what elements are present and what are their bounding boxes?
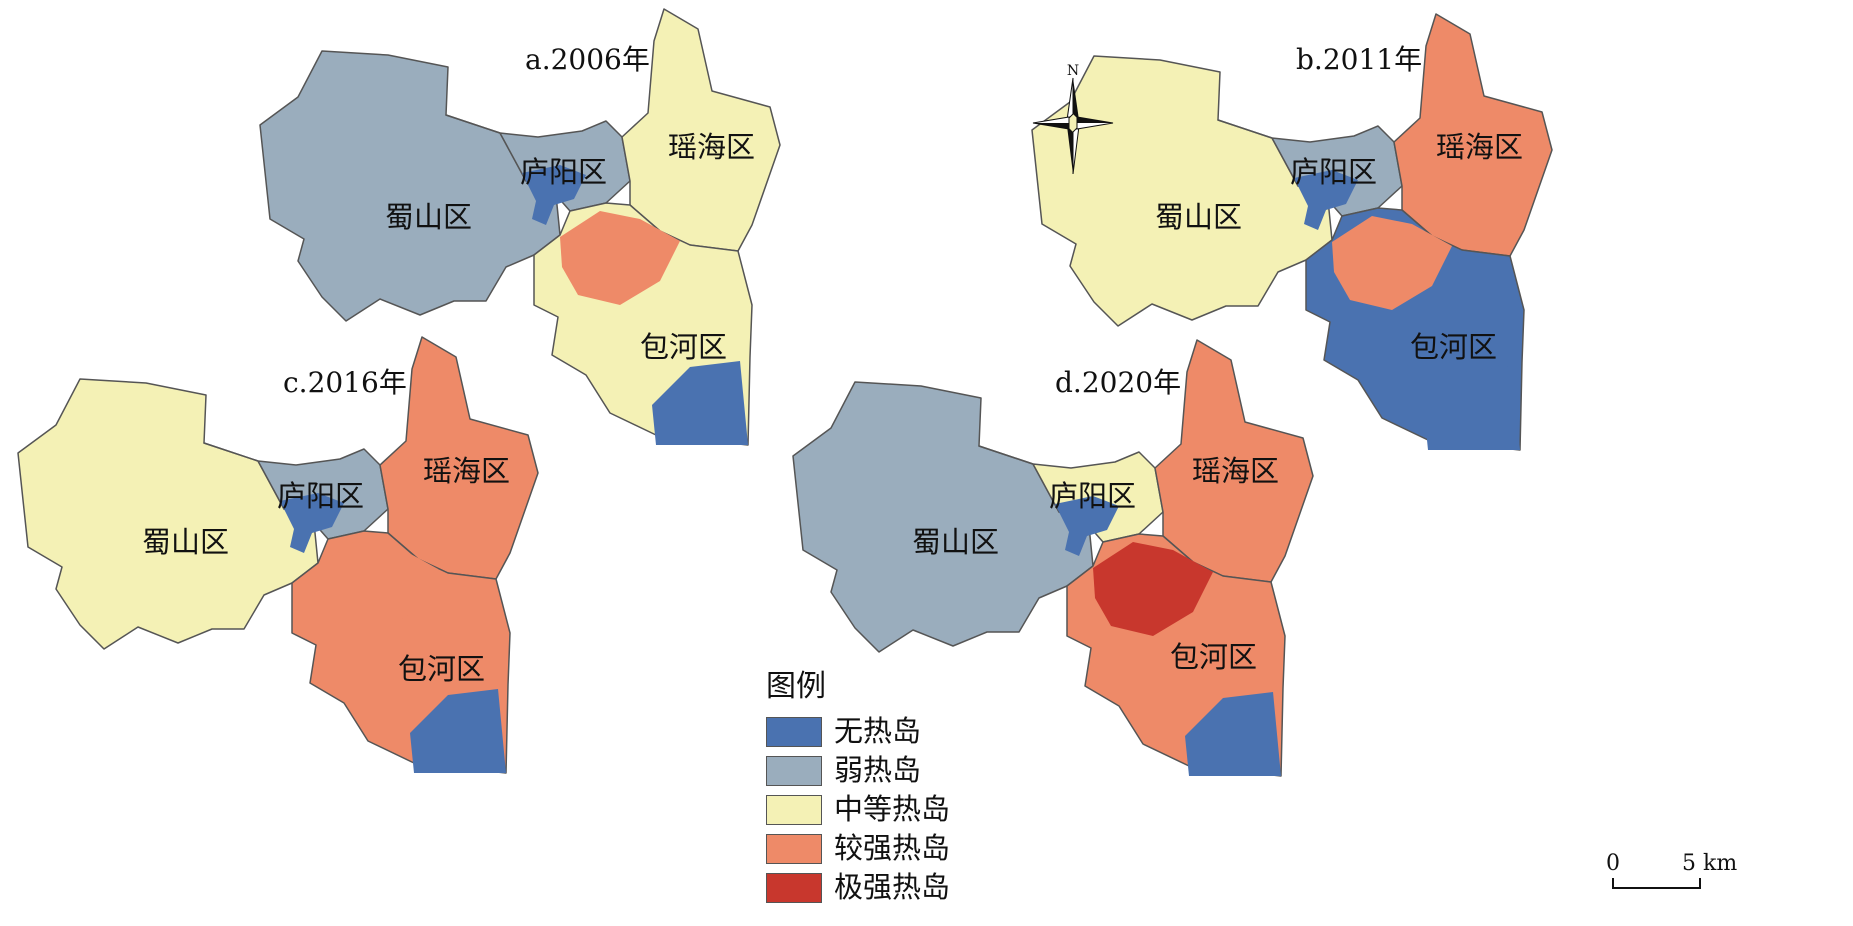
legend-item: 无热岛 [766, 712, 950, 751]
panel-title: a.2006年 [525, 43, 650, 76]
reservoir [1294, 170, 1358, 230]
panel-title: b.2011年 [1296, 43, 1423, 76]
scale-end-label: 5 km [1682, 851, 1737, 876]
scale-start-label: 0 [1606, 851, 1620, 876]
legend-item: 弱热岛 [766, 751, 950, 790]
urban-core-hotspot [1332, 216, 1452, 310]
urban-core-hotspot [318, 539, 438, 633]
district-label-yaohai: 瑶海区 [1192, 454, 1280, 488]
legend-label: 弱热岛 [834, 753, 922, 787]
district-label-shushan: 蜀山区 [385, 200, 473, 234]
district-label-yaohai: 瑶海区 [668, 130, 756, 164]
district-label-shushan: 蜀山区 [1155, 200, 1243, 234]
district-label-baohe: 包河区 [1410, 330, 1498, 364]
lake-area [1185, 692, 1281, 776]
district-label-luyang: 庐阳区 [1049, 479, 1137, 513]
district-shushan [17, 378, 319, 650]
legend-item: 中等热岛 [766, 790, 950, 829]
legend-label: 无热岛 [834, 714, 922, 748]
lake-area [652, 361, 748, 445]
legend-title: 图例 [766, 669, 826, 704]
district-label-luyang: 庐阳区 [1290, 155, 1378, 189]
north-arrow: N [1031, 63, 1115, 175]
district-label-luyang: 庐阳区 [277, 479, 365, 513]
reservoir [280, 493, 344, 553]
district-label-yaohai: 瑶海区 [423, 454, 511, 488]
legend-swatch [766, 872, 822, 903]
legend-swatch [766, 833, 822, 864]
legend-label: 较强热岛 [834, 831, 951, 865]
lake-area [1424, 366, 1520, 450]
legend-swatch [766, 716, 822, 747]
district-label-baohe: 包河区 [1170, 640, 1258, 674]
district-label-shushan: 蜀山区 [142, 525, 230, 559]
legend-item: 较强热岛 [766, 829, 950, 868]
district-shushan [259, 50, 561, 322]
panel-title: c.2016年 [283, 366, 407, 399]
legend-swatch [766, 794, 822, 825]
district-label-baohe: 包河区 [640, 330, 728, 364]
district-label-luyang: 庐阳区 [520, 155, 608, 189]
district-label-yaohai: 瑶海区 [1436, 130, 1524, 164]
urban-core-hotspot [1093, 542, 1213, 636]
scale-bar: 0 5 km [1600, 848, 1740, 898]
urban-core-hotspot [560, 211, 680, 305]
reservoir [522, 165, 586, 225]
map-legend: 图例 无热岛 弱热岛 中等热岛 较强热岛 极强热岛 [766, 672, 950, 907]
lake-area [410, 689, 506, 773]
north-label: N [1067, 64, 1079, 79]
legend-label: 中等热岛 [834, 792, 951, 826]
panel-title: d.2020年 [1055, 366, 1182, 399]
legend-item: 极强热岛 [766, 868, 950, 907]
district-label-shushan: 蜀山区 [912, 525, 1000, 559]
legend-swatch [766, 755, 822, 786]
district-shushan [792, 381, 1094, 653]
legend-label: 极强热岛 [834, 870, 951, 904]
district-label-baohe: 包河区 [398, 652, 486, 686]
reservoir [1055, 496, 1119, 556]
